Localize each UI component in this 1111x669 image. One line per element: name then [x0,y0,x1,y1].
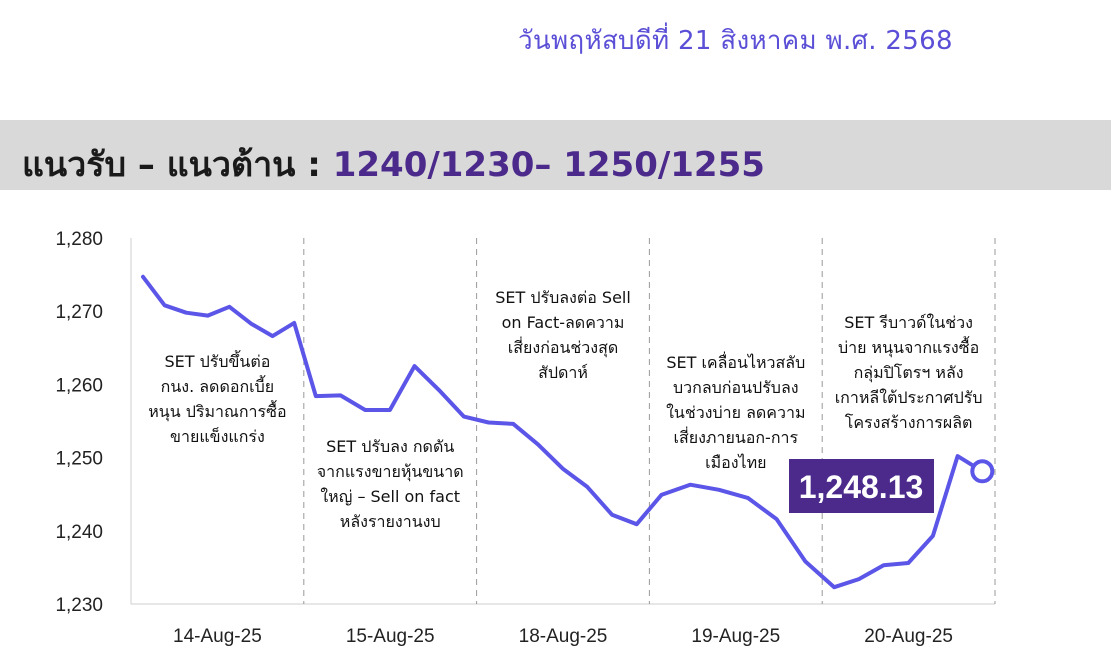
data-point [338,393,342,397]
data-point [775,517,779,521]
data-point [931,534,935,538]
data-point [363,408,367,412]
data-point [462,415,466,419]
last-point-marker [970,459,995,484]
data-point [163,303,167,307]
data-point [141,275,145,279]
data-point [717,488,721,492]
data-point [437,388,441,392]
day-annotation: SET ปรับลงต่อ Sell on Fact-ลดความเสี่ยงก่… [495,288,631,382]
data-point [956,454,960,458]
data-point [659,493,663,497]
data-point [184,311,188,315]
data-point [635,522,639,526]
title-bar [0,120,1111,190]
data-point [561,467,565,471]
data-point [292,321,296,325]
data-point [487,420,491,424]
data-point [906,561,910,565]
data-point [688,483,692,487]
y-tick-label: 1,280 [55,229,103,250]
data-point [249,322,253,326]
y-tick-label: 1,270 [55,302,103,323]
report-date: วันพฤหัสบดีที่ 21 สิงหาคม พ.ศ. 2568 [518,26,953,56]
data-point [882,563,886,567]
data-point [413,364,417,368]
x-tick-label: 18-Aug-25 [519,626,608,647]
data-point [271,334,275,338]
day-annotation: SET เคลื่อนไหวสลับบวกลบก่อนปรับลงในช่วงบ… [666,351,805,472]
page-title: แนวรับ – แนวต้าน : 1240/1230– 1250/1255 [22,137,765,191]
last-value-label: 1,248.13 [799,469,924,505]
title-prefix: แนวรับ – แนวต้าน : [22,145,321,185]
data-point [803,560,807,564]
x-tick-label: 19-Aug-25 [691,626,780,647]
day-annotation: SET ปรับขึ้นต่อกนง. ลดดอกเบี้ยหนุน ปริมา… [148,350,286,446]
title-levels: 1240/1230– 1250/1255 [332,145,765,185]
y-tick-label: 1,240 [55,522,103,543]
x-tick-label: 15-Aug-25 [346,626,435,647]
data-point [536,442,540,446]
data-point [610,513,614,517]
x-tick-label: 20-Aug-25 [864,626,953,647]
data-point [314,394,318,398]
data-point [206,314,210,318]
data-point [857,577,861,581]
data-point [388,408,392,412]
y-tick-label: 1,250 [55,449,103,470]
day-annotation: SET รีบาวด์ในช่วงบ่าย หนุนจากแรงซื้อกลุ่… [835,313,983,432]
data-point [746,496,750,500]
day-annotation: SET ปรับลง กดดันจากแรงขายหุ้นขนาดใหญ่ – … [317,437,464,531]
data-point [227,305,231,309]
y-tick-label: 1,230 [55,595,103,616]
last-value-box [789,459,934,513]
data-point [585,485,589,489]
data-point [832,585,836,589]
y-tick-label: 1,260 [55,375,103,396]
data-point [511,422,515,426]
x-tick-label: 14-Aug-25 [173,626,262,647]
